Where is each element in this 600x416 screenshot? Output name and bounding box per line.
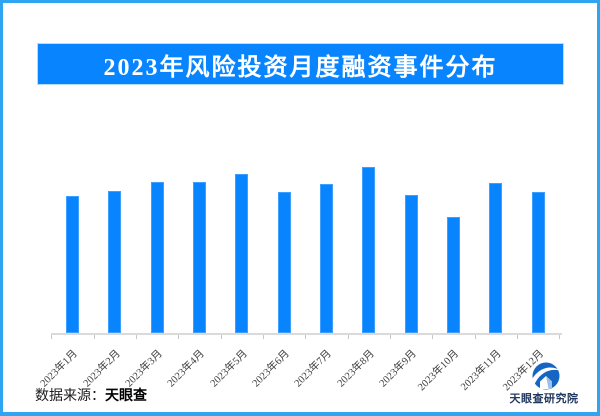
data-source-value: 天眼查 [105,387,147,403]
bar [150,182,164,333]
x-axis-tick [178,335,180,339]
x-axis-tick [305,335,307,339]
tianyancha-logo-icon [530,362,562,390]
bar [192,182,206,333]
bar [489,183,503,333]
x-axis-tick [474,335,476,339]
bar [277,192,291,333]
x-axis-tick [432,335,434,339]
x-axis-tick [559,335,561,339]
x-axis-tick [516,335,518,339]
title-banner: 2023年风险投资月度融资事件分布 [37,43,564,85]
bar [446,217,460,333]
data-source-note: 数据来源：天眼查 [35,385,147,405]
x-axis-tick [220,335,222,339]
x-axis-tick [51,335,53,339]
bar [108,191,122,333]
x-axis-line [51,333,562,335]
bar [404,195,418,333]
x-axis-tick [347,335,349,339]
bar [319,184,333,333]
x-axis-tick [262,335,264,339]
bar [235,174,249,333]
x-axis-tick [135,335,137,339]
bar [531,192,545,333]
bar [362,167,376,333]
brand-name: 天眼查研究院 [509,393,579,405]
x-axis-tick [93,335,95,339]
bar [65,196,79,333]
data-source-label: 数据来源： [35,389,105,404]
page-title: 2023年风险投资月度融资事件分布 [103,54,498,81]
x-axis-tick [389,335,391,339]
